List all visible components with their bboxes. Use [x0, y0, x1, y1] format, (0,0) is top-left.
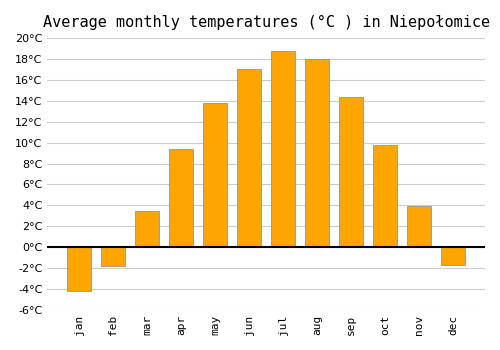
Bar [339, 97, 363, 247]
Title: Average monthly temperatures (°C ) in Niepołomice: Average monthly temperatures (°C ) in Ni… [42, 15, 490, 30]
Bar [408, 206, 431, 247]
Bar [271, 51, 295, 247]
Bar [305, 59, 329, 247]
Bar [169, 149, 193, 247]
Bar [237, 70, 261, 247]
Bar [135, 211, 159, 247]
Bar [374, 145, 397, 247]
Bar [442, 247, 465, 265]
Bar [203, 103, 227, 247]
Bar [101, 247, 125, 266]
Bar [67, 247, 91, 291]
